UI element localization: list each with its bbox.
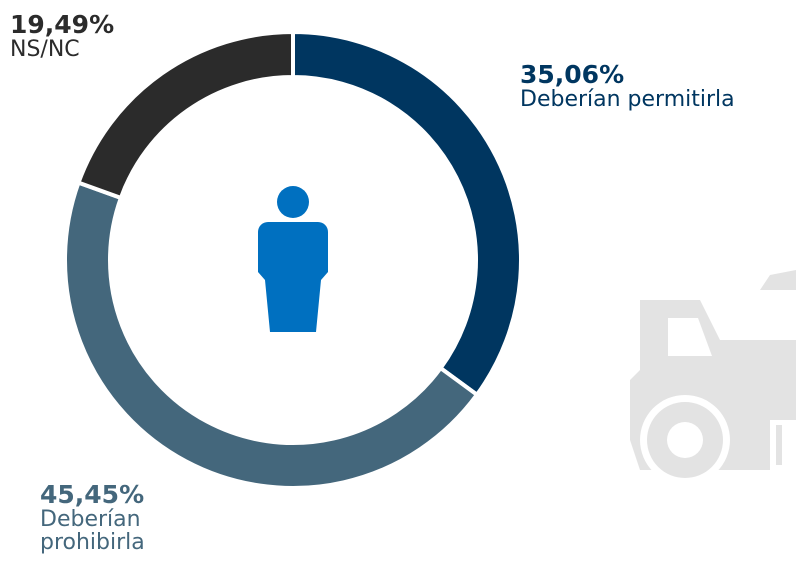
truck-icon [630, 270, 796, 485]
category-label: Deberían permitirla [520, 88, 790, 111]
page: {"chart_data": {"type": "donut", "catego… [0, 0, 796, 570]
slice-label: 35,06%Deberían permitirla [520, 62, 790, 111]
slice-label: 45,45%Deberían prohibirla [40, 482, 190, 554]
donut-segment [293, 32, 521, 395]
value-label: 45,45% [40, 482, 190, 508]
category-label: NS/NC [10, 38, 160, 61]
category-label: Deberían prohibirla [40, 508, 190, 554]
value-label: 19,49% [10, 12, 160, 38]
slice-label: 19,49%NS/NC [10, 12, 160, 61]
person-icon [258, 186, 328, 332]
value-label: 35,06% [520, 62, 790, 88]
